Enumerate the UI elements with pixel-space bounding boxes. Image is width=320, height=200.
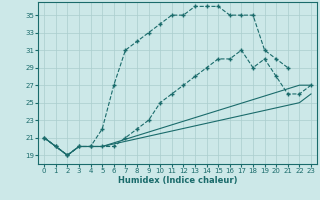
X-axis label: Humidex (Indice chaleur): Humidex (Indice chaleur): [118, 176, 237, 185]
